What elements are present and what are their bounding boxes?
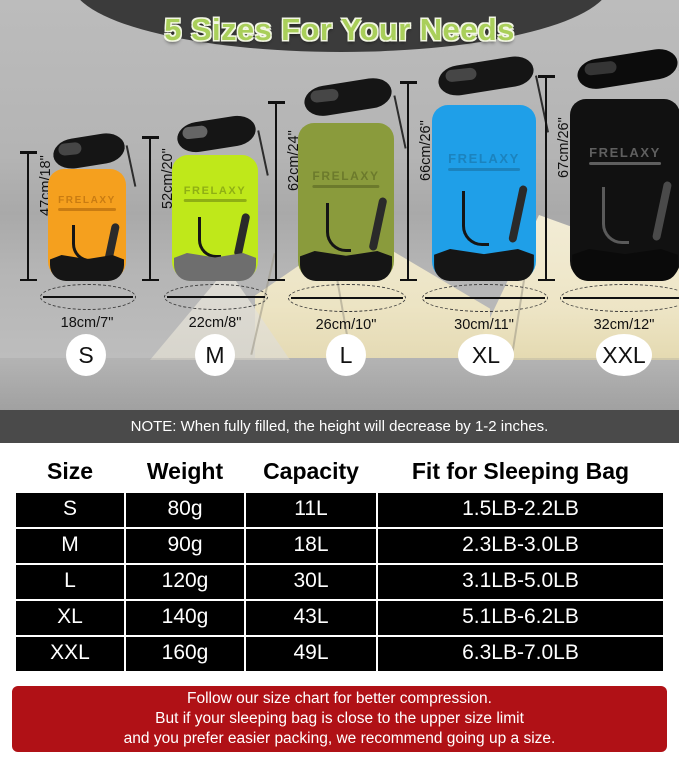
base-ellipse-xl xyxy=(422,284,548,312)
size-badge-l: L xyxy=(326,334,366,376)
page-title: 5 Sizes For Your Needs xyxy=(164,12,515,47)
cell-capacity: 30L xyxy=(246,565,376,599)
cell-size: L xyxy=(16,565,124,599)
strap-l xyxy=(368,196,388,252)
brand-logo-l: FRELAXY xyxy=(312,169,380,188)
brand-text-xl: FRELAXY xyxy=(448,151,520,166)
width-label-xxl: 32cm/12" xyxy=(593,317,655,333)
brand-logo-s: FRELAXY xyxy=(58,195,116,211)
size-badge-m: M xyxy=(195,334,235,376)
cell-capacity: 11L xyxy=(246,493,376,527)
base-ellipse-s xyxy=(40,284,136,310)
logo-swoosh-xl xyxy=(448,168,520,171)
column-header-size: Size xyxy=(16,454,124,491)
zipper-s xyxy=(72,225,93,262)
column-header-capacity: Capacity xyxy=(246,454,376,491)
spec-table: Size Weight Capacity Fit for Sleeping Ba… xyxy=(14,452,665,673)
cell-size: M xyxy=(16,529,124,563)
cell-fit: 2.3LB-3.0LB xyxy=(378,529,663,563)
strap-xxl xyxy=(651,180,673,242)
logo-swoosh-xxl xyxy=(589,162,661,165)
zipper-xxl xyxy=(602,187,629,244)
size-badge-s: S xyxy=(66,334,106,376)
cell-fit: 1.5LB-2.2LB xyxy=(378,493,663,527)
bag-xl: FRELAXY xyxy=(432,53,550,281)
brand-logo-xl: FRELAXY xyxy=(448,151,520,171)
base-ellipse-m xyxy=(164,284,268,310)
zipper-xl xyxy=(462,191,489,246)
cell-size: XXL xyxy=(16,637,124,671)
recommendation-banner: Follow our size chart for better compres… xyxy=(12,686,667,752)
bag-m: FRELAXY xyxy=(172,112,269,281)
brand-logo-xxl: FRELAXY xyxy=(589,145,661,165)
cell-fit: 5.1LB-6.2LB xyxy=(378,601,663,635)
note-text: NOTE: When fully filled, the height will… xyxy=(130,418,549,435)
table-row: XL 140g 43L 5.1LB-6.2LB xyxy=(16,601,663,635)
hero-section: 5 Sizes For Your Needs 47cm/18" FRELAXY xyxy=(0,0,679,410)
cell-size: S xyxy=(16,493,124,527)
cell-weight: 140g xyxy=(126,601,244,635)
base-ellipse-xxl xyxy=(560,284,679,312)
width-label-s: 18cm/7" xyxy=(60,315,114,331)
note-banner: NOTE: When fully filled, the height will… xyxy=(0,410,679,443)
cell-fit: 3.1LB-5.0LB xyxy=(378,565,663,599)
cell-size: XL xyxy=(16,601,124,635)
cell-capacity: 43L xyxy=(246,601,376,635)
size-badge-xxl: XXL xyxy=(596,334,652,376)
bag-base-xl xyxy=(434,249,534,281)
base-ellipse-l xyxy=(288,284,406,312)
footer-line-3: and you prefer easier packing, we recomm… xyxy=(123,729,556,747)
table-row: XXL 160g 49L 6.3LB-7.0LB xyxy=(16,637,663,671)
bag-base-xxl xyxy=(572,249,678,281)
table-row: S 80g 11L 1.5LB-2.2LB xyxy=(16,493,663,527)
strap-xl xyxy=(508,184,528,244)
bag-l: FRELAXY xyxy=(298,75,407,281)
table-header-row: Size Weight Capacity Fit for Sleeping Ba… xyxy=(16,454,663,491)
brand-text-xxl: FRELAXY xyxy=(589,145,661,160)
bag-base-m xyxy=(173,253,257,281)
bag-base-l xyxy=(299,251,393,281)
brand-text-s: FRELAXY xyxy=(58,195,116,206)
width-label-m: 22cm/8" xyxy=(188,315,242,331)
logo-swoosh-s xyxy=(58,208,116,211)
zipper-l xyxy=(326,203,351,252)
cell-capacity: 18L xyxy=(246,529,376,563)
width-label-xl: 30cm/11" xyxy=(454,317,514,333)
footer-line-1: Follow our size chart for better compres… xyxy=(187,690,492,708)
cell-weight: 120g xyxy=(126,565,244,599)
table-row: M 90g 18L 2.3LB-3.0LB xyxy=(16,529,663,563)
strap-m xyxy=(233,212,251,258)
width-label-l: 26cm/10" xyxy=(315,317,377,333)
column-header-weight: Weight xyxy=(126,454,244,491)
column-header-fit: Fit for Sleeping Bag xyxy=(378,454,663,491)
table-row: L 120g 30L 3.1LB-5.0LB xyxy=(16,565,663,599)
bag-base-s xyxy=(49,255,125,281)
brand-logo-m: FRELAXY xyxy=(183,185,247,202)
cell-weight: 160g xyxy=(126,637,244,671)
logo-swoosh-m xyxy=(183,199,247,202)
bag-s: FRELAXY xyxy=(48,130,137,281)
size-badge-xl: XL xyxy=(458,334,514,376)
cell-fit: 6.3LB-7.0LB xyxy=(378,637,663,671)
cell-weight: 90g xyxy=(126,529,244,563)
brand-text-m: FRELAXY xyxy=(183,185,247,197)
cell-weight: 80g xyxy=(126,493,244,527)
bag-xxl: FRELAXY xyxy=(570,46,679,281)
logo-swoosh-l xyxy=(312,185,380,188)
zipper-m xyxy=(198,217,221,258)
footer-line-2: But if your sleeping bag is close to the… xyxy=(155,710,524,728)
cell-capacity: 49L xyxy=(246,637,376,671)
brand-text-l: FRELAXY xyxy=(312,169,380,183)
